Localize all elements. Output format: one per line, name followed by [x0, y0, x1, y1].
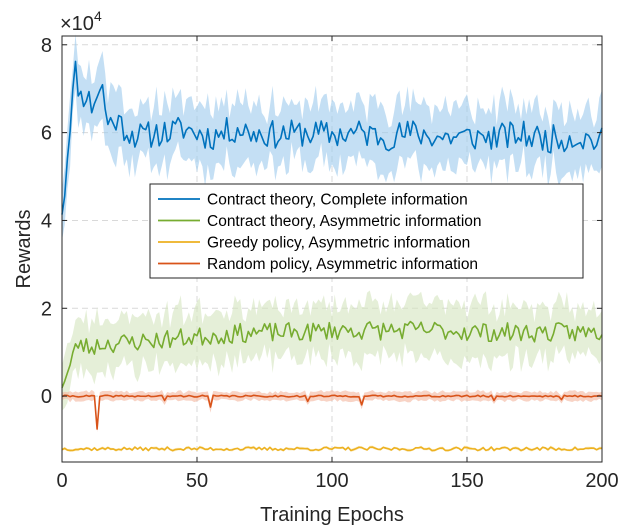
series-line [61, 394, 603, 430]
y-axis-multiplier: ×104 [60, 8, 102, 35]
series-line [61, 446, 603, 452]
x-axis-title: Training Epochs [260, 504, 404, 525]
y-tick-label: 2 [41, 298, 52, 320]
y-multiplier-base: ×10 [60, 13, 94, 35]
x-tick-label: 50 [186, 470, 208, 492]
legend-entry: Greedy policy, Asymmetric information [207, 235, 470, 252]
axis-ticks: 0 50 100 150 200 0 2 4 6 8 [41, 35, 619, 492]
legend: Contract theory, Complete information Con… [149, 183, 584, 279]
series-lines [61, 60, 603, 452]
y-tick-label: 6 [41, 123, 52, 145]
y-axis-title: Rewards [13, 210, 35, 289]
legend-entry: Random policy, Asymmetric information [207, 256, 478, 273]
confidence-band [62, 290, 602, 411]
x-tick-label: 0 [56, 470, 67, 492]
series-line [61, 60, 603, 215]
y-tick-label: 0 [41, 386, 52, 408]
confidence-band [62, 389, 602, 433]
legend-box [149, 183, 584, 279]
y-tick-label: 8 [41, 35, 52, 57]
series-line [61, 320, 603, 389]
legend-entry: Contract theory, Asymmetric information [207, 213, 482, 230]
y-multiplier-exponent: 4 [94, 8, 102, 24]
confidence-band [62, 33, 602, 241]
y-tick-label: 4 [41, 210, 52, 232]
x-tick-label: 150 [450, 470, 483, 492]
x-tick-label: 100 [315, 470, 348, 492]
legend-entry: Contract theory, Complete information [207, 192, 468, 209]
x-tick-label: 200 [585, 470, 618, 492]
